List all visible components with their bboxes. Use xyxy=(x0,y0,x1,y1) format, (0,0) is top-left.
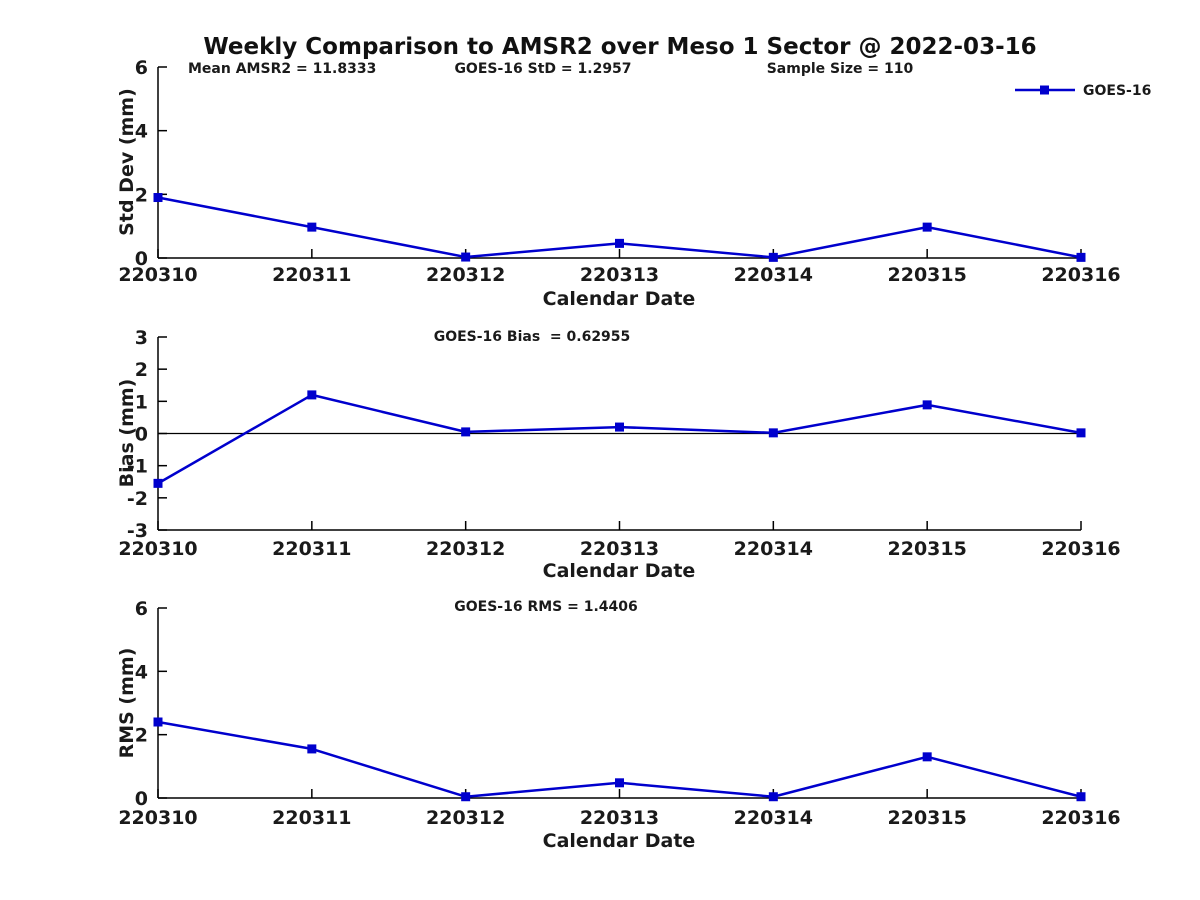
x-tick-label: 220316 xyxy=(1041,807,1120,829)
x-tick-label: 220314 xyxy=(734,807,813,829)
y-axis-label-stddev: Std Dev (mm) xyxy=(116,88,138,236)
x-tick-label: 220313 xyxy=(580,538,659,560)
stat-goes16-bias: GOES-16 Bias = 0.62955 xyxy=(434,329,631,345)
data-point-marker xyxy=(1076,252,1086,262)
figure-title: Weekly Comparison to AMSR2 over Meso 1 S… xyxy=(203,34,1036,60)
x-tick-label: 220315 xyxy=(888,807,967,829)
data-point-marker xyxy=(461,427,471,437)
y-tick-label: -1 xyxy=(127,456,148,478)
data-point-marker xyxy=(615,422,624,432)
x-tick-label: 220311 xyxy=(272,538,351,560)
data-point-marker xyxy=(768,792,778,802)
data-point-marker xyxy=(461,792,471,802)
x-tick-label: 220311 xyxy=(272,807,351,829)
data-point-marker xyxy=(307,222,317,232)
x-tick-label: 220311 xyxy=(272,264,351,286)
x-tick-label: 220316 xyxy=(1041,538,1120,560)
x-tick-label: 220310 xyxy=(118,264,197,286)
x-tick-label: 220313 xyxy=(580,807,659,829)
x-tick-label: 220314 xyxy=(734,264,813,286)
data-point-marker xyxy=(768,428,778,438)
x-tick-label: 220315 xyxy=(888,538,967,560)
chart-bias: -3 -2 -1 0 1 2 3 220310 220311 220312 220313 220314… xyxy=(118,327,1120,560)
x-axis-label-stddev: Calendar Date xyxy=(543,288,696,310)
data-point-marker xyxy=(768,252,778,262)
y-axis-label-bias: Bias (mm) xyxy=(116,379,138,488)
y-tick-label: 0 xyxy=(135,424,148,446)
data-point-marker xyxy=(922,222,932,232)
data-point-marker xyxy=(1076,792,1086,802)
data-point-marker xyxy=(153,193,163,203)
x-tick-label: 220313 xyxy=(580,264,659,286)
x-tick-label: 220314 xyxy=(734,538,813,560)
x-tick-label: 220312 xyxy=(426,538,505,560)
data-point-marker xyxy=(922,400,932,410)
x-tick-label: 220316 xyxy=(1041,264,1120,286)
y-tick-label: 6 xyxy=(135,57,148,79)
x-tick-label: 220310 xyxy=(118,538,197,560)
y-tick-label: 2 xyxy=(135,359,148,381)
stat-mean-amsr2: Mean AMSR2 = 11.8333 xyxy=(188,61,376,77)
y-tick-label: -3 xyxy=(127,520,148,542)
y-tick-label: 0 xyxy=(135,788,148,810)
chart-std_dev: 0 2 4 6 220310 220311 220312 220313 220314 220315… xyxy=(118,57,1120,286)
chart-rms: 0 2 4 6 220310 220311 220312 220313 220314 220315… xyxy=(118,598,1120,829)
data-point-marker xyxy=(307,744,317,754)
x-axis-label-rms: Calendar Date xyxy=(543,830,696,852)
y-tick-label: 2 xyxy=(135,184,148,206)
legend: GOES-16 xyxy=(1015,83,1151,99)
data-line xyxy=(157,393,1082,485)
y-tick-label: 1 xyxy=(135,391,148,413)
data-point-marker xyxy=(461,252,471,262)
data-point-marker xyxy=(153,478,163,488)
stat-goes16-rms: GOES-16 RMS = 1.4406 xyxy=(454,599,638,615)
x-axis-label-bias: Calendar Date xyxy=(543,560,696,582)
x-tick-label: 220310 xyxy=(118,807,197,829)
y-tick-label: 3 xyxy=(135,327,148,349)
data-point-marker xyxy=(922,752,932,762)
y-tick-label: 0 xyxy=(135,248,148,270)
legend-label: GOES-16 xyxy=(1083,83,1151,99)
stat-goes16-std: GOES-16 StD = 1.2957 xyxy=(454,61,631,77)
data-point-marker xyxy=(615,778,624,788)
data-line xyxy=(157,196,1082,259)
y-tick-label: 6 xyxy=(135,598,148,620)
y-tick-label: 4 xyxy=(135,661,148,683)
y-tick-label: -2 xyxy=(127,488,148,510)
x-tick-label: 220312 xyxy=(426,807,505,829)
x-tick-label: 220315 xyxy=(888,264,967,286)
data-point-marker xyxy=(1076,428,1086,438)
y-axis-label-rms: RMS (mm) xyxy=(116,648,138,759)
data-point-marker xyxy=(307,390,317,400)
data-point-marker xyxy=(615,238,624,248)
data-point-marker xyxy=(153,717,163,727)
x-tick-label: 220312 xyxy=(426,264,505,286)
y-tick-label: 4 xyxy=(135,121,148,143)
y-tick-label: 2 xyxy=(135,725,148,747)
legend-marker xyxy=(1040,85,1049,95)
stat-sample-size: Sample Size = 110 xyxy=(767,61,914,77)
